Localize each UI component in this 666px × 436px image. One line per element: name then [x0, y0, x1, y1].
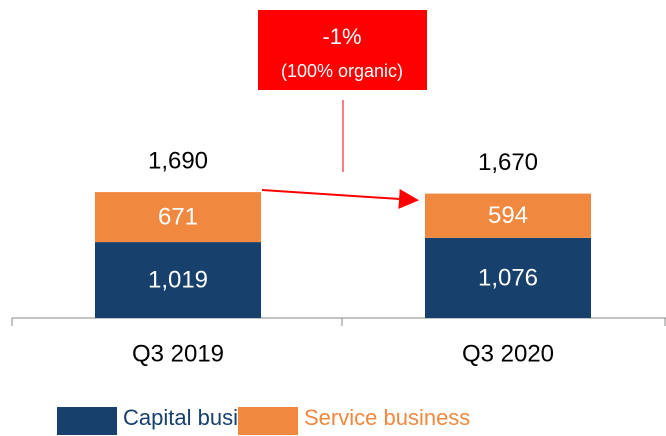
change-arrow [261, 188, 419, 209]
total-label: 1,670 [478, 149, 538, 176]
annotation-box [258, 10, 427, 90]
data-label: 1,019 [148, 266, 208, 293]
x-tick-label: Q3 2020 [462, 340, 554, 367]
total-label: 1,690 [148, 147, 208, 174]
data-label: 594 [488, 202, 528, 229]
data-label: 671 [158, 203, 198, 230]
annotation-subtext: (100% organic) [281, 61, 403, 81]
bar-segment [425, 193, 591, 238]
annotation: -1% (100% organic) [258, 10, 427, 172]
x-tick-label: Q3 2019 [132, 340, 224, 367]
data-label: 1,076 [478, 264, 538, 291]
bar-segment [95, 242, 261, 318]
legend-label: Service business [304, 405, 470, 430]
legend-swatch [238, 407, 298, 435]
bar-segment [425, 237, 591, 318]
annotation-text: -1% [322, 24, 361, 49]
legend-swatch [57, 407, 117, 435]
bar-segment [95, 192, 261, 243]
